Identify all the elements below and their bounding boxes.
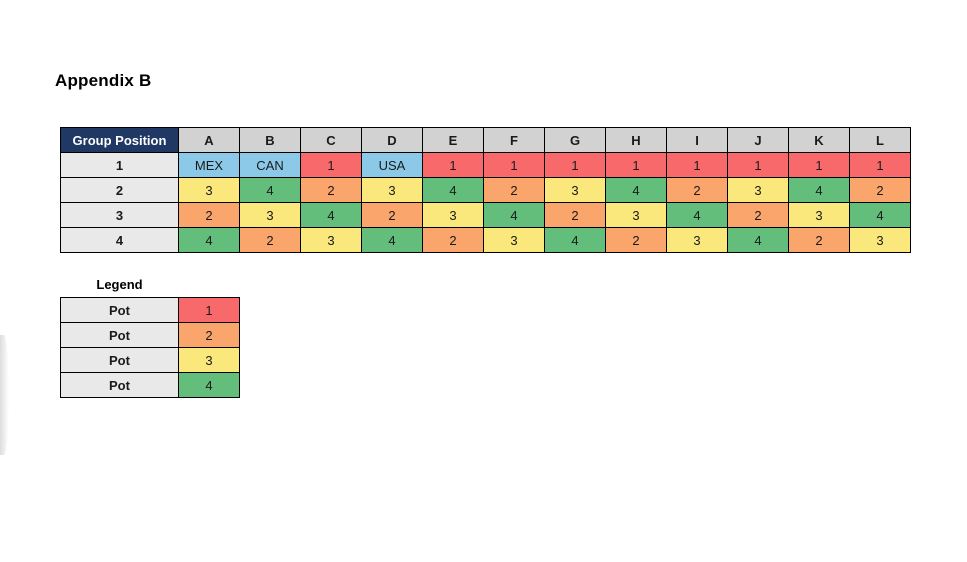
legend-row: Pot 4 [60,372,240,398]
legend-title: Legend [96,277,143,292]
legend-pot-label: Pot [60,372,179,398]
table-cell: 1 [666,152,728,178]
column-header-c: C [300,127,362,153]
table-cell: 3 [727,177,789,203]
legend-table: Pot 1 Pot 2 Pot 3 Pot 4 [60,297,240,398]
column-header-f: F [483,127,545,153]
table-cell: CAN [239,152,301,178]
table-cell: 4 [788,177,850,203]
page-edge-shadow [0,335,9,455]
table-cell: 2 [544,202,606,228]
legend-pot-value: 4 [178,372,240,398]
legend-pot-value: 2 [178,322,240,348]
table-cell: 3 [849,227,911,253]
table-cell: 1 [727,152,789,178]
table-cell: 3 [300,227,362,253]
table-cell: 4 [605,177,667,203]
table-cell: 2 [727,202,789,228]
column-header-k: K [788,127,850,153]
column-header-j: J [727,127,789,153]
table-cell: 4 [849,202,911,228]
table-cell: 1 [300,152,362,178]
legend-row: Pot 2 [60,322,240,348]
table-cell: 3 [666,227,728,253]
legend-row: Pot 3 [60,347,240,373]
table-cell: 2 [605,227,667,253]
table-cell: 3 [178,177,240,203]
legend-pot-value: 3 [178,347,240,373]
table-row: 1 MEX CAN 1 USA 1 1 1 1 1 1 1 1 [60,152,911,178]
table-cell: 2 [239,227,301,253]
table-cell: 1 [605,152,667,178]
table-cell: 4 [178,227,240,253]
table-cell: 4 [666,202,728,228]
column-header-i: I [666,127,728,153]
table-cell: 1 [849,152,911,178]
table-cell: 2 [483,177,545,203]
column-header-h: H [605,127,667,153]
column-header-g: G [544,127,606,153]
table-cell: 1 [422,152,484,178]
table-cell: 3 [544,177,606,203]
corner-header-group-position: Group Position [60,127,179,153]
row-label: 2 [60,177,179,203]
table-cell: 2 [178,202,240,228]
table-cell: 2 [300,177,362,203]
table-cell: 1 [544,152,606,178]
row-label: 3 [60,202,179,228]
table-cell: 4 [483,202,545,228]
row-label: 1 [60,152,179,178]
table-cell: 4 [544,227,606,253]
legend-row: Pot 1 [60,297,240,323]
table-cell: 2 [666,177,728,203]
legend-pot-label: Pot [60,347,179,373]
table-cell: 3 [361,177,423,203]
column-header-e: E [422,127,484,153]
table-cell: 4 [727,227,789,253]
table-cell: 4 [361,227,423,253]
table-cell: 4 [239,177,301,203]
column-header-a: A [178,127,240,153]
table-cell: 1 [483,152,545,178]
table-cell: 2 [849,177,911,203]
table-cell: 2 [422,227,484,253]
table-cell: 4 [422,177,484,203]
column-header-l: L [849,127,911,153]
table-cell: 3 [605,202,667,228]
column-header-b: B [239,127,301,153]
row-label: 4 [60,227,179,253]
legend-pot-label: Pot [60,297,179,323]
legend-pot-value: 1 [178,297,240,323]
table-cell: MEX [178,152,240,178]
table-cell: 3 [422,202,484,228]
table-cell: 3 [483,227,545,253]
page-title: Appendix B [55,71,152,90]
table-cell: 2 [788,227,850,253]
table-cell: 3 [788,202,850,228]
table-cell: 3 [239,202,301,228]
column-header-d: D [361,127,423,153]
legend-pot-label: Pot [60,322,179,348]
table-cell: USA [361,152,423,178]
table-cell: 4 [300,202,362,228]
table-cell: 1 [788,152,850,178]
table-cell: 2 [361,202,423,228]
